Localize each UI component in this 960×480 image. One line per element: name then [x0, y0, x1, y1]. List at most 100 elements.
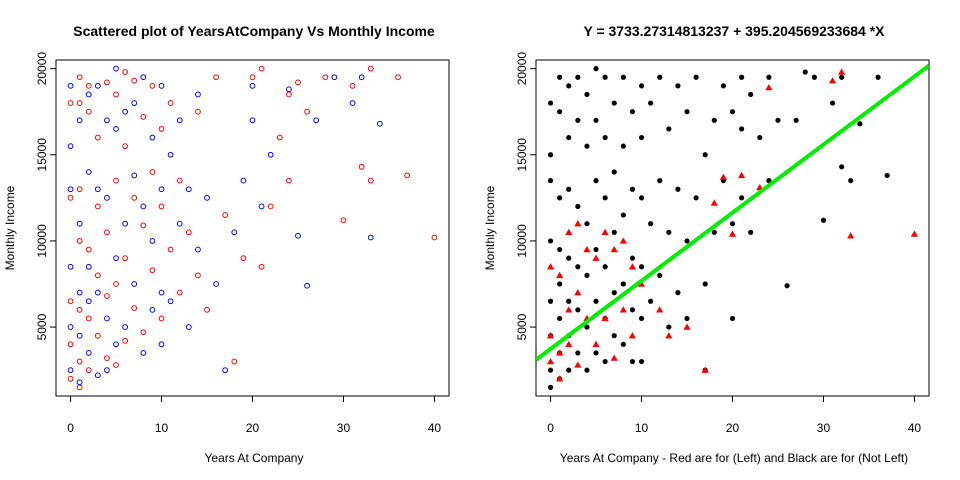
right-point-left	[629, 263, 636, 269]
left-point-not-left	[68, 368, 73, 373]
right-point-left	[765, 84, 772, 90]
right-point-not-left	[666, 126, 671, 131]
right-point-left	[620, 306, 627, 312]
right-point-not-left	[593, 247, 598, 252]
right-point-left	[592, 341, 599, 347]
right-point-not-left	[812, 75, 817, 80]
right-point-not-left	[548, 299, 553, 304]
right-point-not-left	[712, 118, 717, 123]
right-point-not-left	[566, 256, 571, 261]
right-point-not-left	[575, 264, 580, 269]
left-point-not-left	[123, 221, 128, 226]
left-point-left	[132, 195, 137, 200]
left-point-not-left	[86, 299, 91, 304]
left-point-not-left	[223, 368, 228, 373]
right-point-left	[711, 199, 718, 205]
right-point-not-left	[648, 100, 653, 105]
right-point-left	[847, 232, 854, 238]
right-point-not-left	[712, 230, 717, 235]
right-point-left	[665, 332, 672, 338]
left-point-not-left	[241, 178, 246, 183]
left-point-left	[105, 356, 110, 361]
right-point-not-left	[730, 221, 735, 226]
left-point-not-left	[159, 342, 164, 347]
right-point-not-left	[684, 316, 689, 321]
left-point-not-left	[168, 152, 173, 157]
right-point-not-left	[730, 316, 735, 321]
right-point-not-left	[566, 299, 571, 304]
right-axis-ticks: 0 10 20 30 405000100001500020000	[515, 52, 921, 435]
left-point-left	[359, 164, 364, 169]
left-point-left	[241, 256, 246, 261]
left-point-not-left	[114, 127, 119, 132]
right-point-not-left	[648, 221, 653, 226]
right-point-not-left	[875, 75, 880, 80]
right-point-not-left	[593, 118, 598, 123]
right-point-left	[611, 354, 618, 360]
right-point-not-left	[557, 247, 562, 252]
left-point-left	[223, 213, 228, 218]
right-point-not-left	[675, 290, 680, 295]
right-point-not-left	[584, 221, 589, 226]
right-point-not-left	[630, 256, 635, 261]
left-point-not-left	[268, 152, 273, 157]
right-point-not-left	[603, 135, 608, 140]
left-point-not-left	[214, 282, 219, 287]
right-point-not-left	[566, 187, 571, 192]
right-x-tick-label: 30	[817, 421, 831, 435]
right-point-left	[556, 272, 563, 278]
left-point-not-left	[259, 204, 264, 209]
right-point-not-left	[748, 230, 753, 235]
right-panel: Y = 3733.27314813237 + 395.204569233684 …	[483, 23, 929, 465]
left-point-not-left	[68, 144, 73, 149]
left-point-not-left	[68, 264, 73, 269]
left-point-not-left	[141, 204, 146, 209]
left-point-left	[150, 170, 155, 175]
right-point-not-left	[612, 230, 617, 235]
right-point-not-left	[703, 281, 708, 286]
left-point-left	[368, 178, 373, 183]
right-point-left	[547, 358, 554, 364]
left-point-left	[196, 273, 201, 278]
left-point-not-left	[332, 75, 337, 80]
left-point-not-left	[114, 256, 119, 261]
left-point-not-left	[95, 83, 100, 88]
right-point-not-left	[548, 368, 553, 373]
left-point-left	[123, 70, 128, 75]
left-point-not-left	[141, 75, 146, 80]
left-point-left	[286, 92, 291, 97]
left-point-not-left	[177, 221, 182, 226]
left-point-not-left	[105, 368, 110, 373]
right-point-not-left	[639, 195, 644, 200]
left-point-left	[159, 127, 164, 132]
left-point-left	[95, 135, 100, 140]
left-point-not-left	[159, 187, 164, 192]
right-point-not-left	[666, 324, 671, 329]
left-point-not-left	[150, 239, 155, 244]
left-point-left	[305, 109, 310, 114]
right-point-not-left	[566, 368, 571, 373]
left-point-not-left	[77, 333, 82, 338]
left-point-left	[150, 83, 155, 88]
left-point-left	[123, 338, 128, 343]
left-point-left	[159, 204, 164, 209]
left-x-tick-label: 20	[246, 421, 260, 435]
left-point-not-left	[196, 247, 201, 252]
right-point-not-left	[612, 169, 617, 174]
left-point-not-left	[250, 118, 255, 123]
right-point-not-left	[566, 83, 571, 88]
left-point-not-left	[159, 83, 164, 88]
right-point-not-left	[630, 359, 635, 364]
left-point-not-left	[86, 170, 91, 175]
left-point-left	[77, 307, 82, 312]
left-point-not-left	[359, 75, 364, 80]
left-point-left	[405, 173, 410, 178]
left-point-not-left	[95, 290, 100, 295]
left-point-not-left	[86, 92, 91, 97]
right-point-left	[911, 230, 918, 236]
right-point-not-left	[575, 75, 580, 80]
right-point-not-left	[639, 264, 644, 269]
right-point-not-left	[548, 385, 553, 390]
left-point-not-left	[286, 87, 291, 92]
left-point-left	[68, 376, 73, 381]
